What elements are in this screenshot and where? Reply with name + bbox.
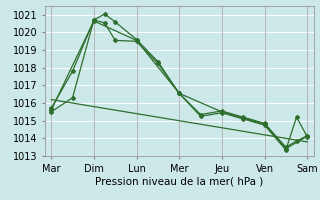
X-axis label: Pression niveau de la mer( hPa ): Pression niveau de la mer( hPa ) [95,176,263,186]
